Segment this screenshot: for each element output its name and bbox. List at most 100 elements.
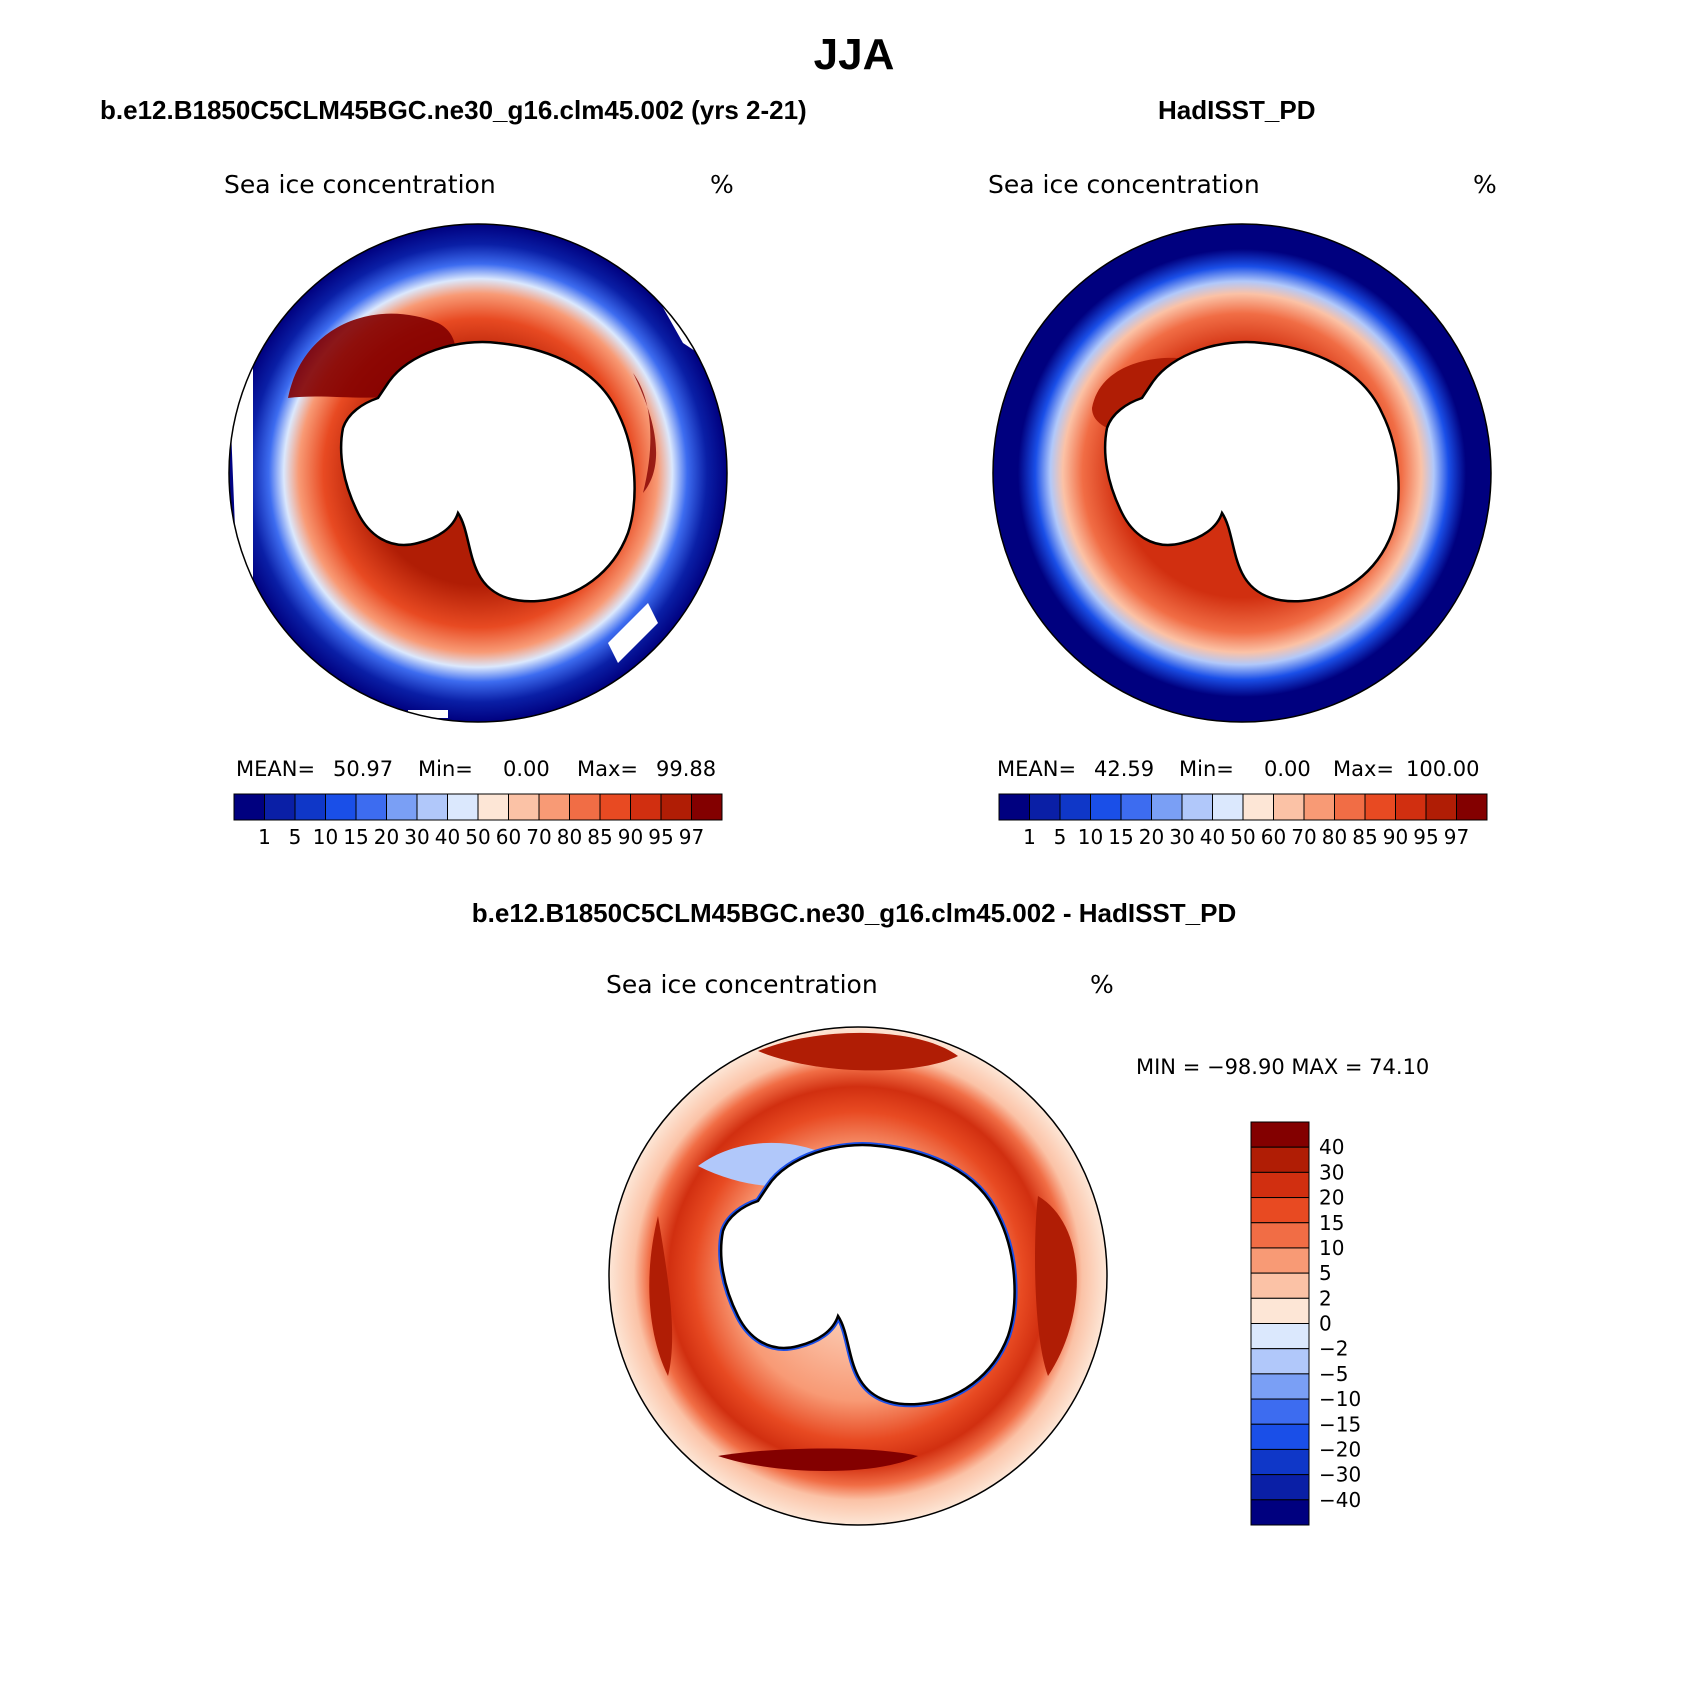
model-colorbar-swatch-8 xyxy=(477,793,509,821)
diff-colorbar-swatch-15 xyxy=(1250,1499,1310,1526)
diff-colorbar-swatch-4 xyxy=(1250,1222,1310,1249)
obs-colorbar-tick-label: 30 xyxy=(1169,825,1194,849)
obs-colorbar-tick-label: 15 xyxy=(1108,825,1133,849)
model-colorbar-tick-label: 90 xyxy=(618,825,643,849)
model-colorbar-swatch-4 xyxy=(355,793,387,821)
diff-colorbar-tick-label: 10 xyxy=(1319,1236,1344,1260)
diff-colorbar-tick-label: 30 xyxy=(1319,1160,1344,1184)
diff-colorbar-tick-label: −5 xyxy=(1319,1362,1348,1386)
obs-units: % xyxy=(1473,170,1497,199)
diff-units: % xyxy=(1090,970,1114,999)
obs-colorbar-tick-label: 70 xyxy=(1291,825,1316,849)
diff-colorbar-tick-label: −30 xyxy=(1319,1463,1361,1487)
model-colorbar-tick-label: 10 xyxy=(313,825,338,849)
obs-colorbar-swatch-10 xyxy=(1303,793,1335,821)
model-max-label: Max= xyxy=(577,757,638,781)
diff-colorbar-tick-label: 20 xyxy=(1319,1186,1344,1210)
model-case-title: b.e12.B1850C5CLM45BGC.ne30_g16.clm45.002… xyxy=(100,95,807,125)
model-colorbar-swatch-11 xyxy=(569,793,601,821)
obs-colorbar-tick-label: 85 xyxy=(1352,825,1377,849)
model-min-label: Min= xyxy=(418,757,473,781)
diff-colorbar-tick-label: 15 xyxy=(1319,1211,1344,1235)
diff-colorbar-tick-label: −15 xyxy=(1319,1412,1361,1436)
model-colorbar-tick-label: 97 xyxy=(679,825,704,849)
model-colorbar-swatch-2 xyxy=(294,793,326,821)
diff-colorbar-swatch-2 xyxy=(1250,1171,1310,1199)
model-units: % xyxy=(710,170,734,199)
model-colorbar-swatch-14 xyxy=(660,793,692,821)
obs-colorbar-tick-label: 60 xyxy=(1261,825,1286,849)
diff-colorbar-tick-label: 2 xyxy=(1319,1286,1332,1310)
model-panel: Sea ice concentration % MEAN= 50.97 Min=… xyxy=(224,170,734,849)
diff-colorbar-swatch-10 xyxy=(1250,1373,1310,1400)
diff-colorbar-tick-label: −10 xyxy=(1319,1387,1361,1411)
obs-colorbar-tick-label: 1 xyxy=(1023,825,1036,849)
model-colorbar-tick-label: 60 xyxy=(496,825,521,849)
model-colorbar-tick-label: 70 xyxy=(526,825,551,849)
obs-colorbar-tick-label: 90 xyxy=(1383,825,1408,849)
obs-colorbar-swatch-12 xyxy=(1364,793,1396,821)
obs-min-label: Min= xyxy=(1179,757,1234,781)
model-max-value: 99.88 xyxy=(656,757,716,781)
diff-colorbar-swatch-7 xyxy=(1250,1297,1310,1324)
obs-colorbar-swatch-4 xyxy=(1120,793,1152,821)
model-colorbar-swatch-9 xyxy=(508,793,540,821)
model-colorbar-swatch-13 xyxy=(630,793,662,821)
obs-colorbar-tick-label: 20 xyxy=(1139,825,1164,849)
model-min-value: 0.00 xyxy=(503,757,550,781)
obs-colorbar-tick-label: 5 xyxy=(1054,825,1067,849)
obs-panel: Sea ice concentration % MEAN= 42.59 Min=… xyxy=(988,170,1497,849)
obs-colorbar-swatch-3 xyxy=(1090,793,1122,821)
obs-colorbar-swatch-1 xyxy=(1029,793,1061,821)
diff-colorbar-tick-label: 40 xyxy=(1319,1135,1344,1159)
obs-case-title: HadISST_PD xyxy=(1158,95,1316,125)
diff-var-label: Sea ice concentration xyxy=(606,970,878,999)
model-colorbar-tick-label: 95 xyxy=(648,825,673,849)
obs-colorbar-tick-label: 80 xyxy=(1322,825,1347,849)
obs-colorbar-tick-label: 50 xyxy=(1230,825,1255,849)
diff-colorbar-swatch-5 xyxy=(1250,1247,1310,1274)
model-colorbar-swatch-1 xyxy=(264,793,296,821)
diff-polar-map xyxy=(608,1026,1108,1526)
obs-colorbar-swatch-2 xyxy=(1059,793,1091,821)
diff-min-max: MIN = −98.90 MAX = 74.10 xyxy=(1136,1055,1429,1079)
obs-colorbar-swatch-0 xyxy=(998,793,1030,821)
model-colorbar-tick-label: 50 xyxy=(465,825,490,849)
obs-colorbar-tick-label: 40 xyxy=(1200,825,1225,849)
model-mean-label: MEAN= xyxy=(236,757,315,781)
diff-colorbar-swatch-8 xyxy=(1250,1323,1310,1350)
page-title: JJA xyxy=(813,30,895,79)
obs-min-value: 0.00 xyxy=(1264,757,1311,781)
obs-colorbar-swatch-15 xyxy=(1456,793,1488,821)
model-colorbar-tick-label: 40 xyxy=(435,825,460,849)
diff-colorbar-tick-label: 5 xyxy=(1319,1261,1332,1285)
diff-colorbar-swatch-3 xyxy=(1250,1197,1310,1224)
diff-colorbar-tick-label: 0 xyxy=(1319,1312,1332,1336)
obs-colorbar-swatch-6 xyxy=(1181,793,1213,821)
obs-colorbar-tick-label: 10 xyxy=(1078,825,1103,849)
model-colorbar-tick-label: 80 xyxy=(557,825,582,849)
obs-colorbar-swatch-8 xyxy=(1242,793,1274,821)
model-colorbar-tick-label: 30 xyxy=(404,825,429,849)
model-colorbar-tick-label: 5 xyxy=(289,825,302,849)
diff-colorbar-tick-label: −2 xyxy=(1319,1337,1348,1361)
obs-colorbar-swatch-11 xyxy=(1334,793,1366,821)
obs-colorbar-swatch-9 xyxy=(1273,793,1305,821)
obs-mean-value: 42.59 xyxy=(1094,757,1154,781)
diff-colorbar-swatch-1 xyxy=(1250,1146,1310,1173)
obs-colorbar-swatch-5 xyxy=(1151,793,1183,821)
model-colorbar-swatch-15 xyxy=(691,793,723,821)
diff-case-title: b.e12.B1850C5CLM45BGC.ne30_g16.clm45.002… xyxy=(471,898,1237,928)
model-colorbar-swatch-3 xyxy=(325,793,357,821)
model-colorbar-swatch-0 xyxy=(233,793,265,821)
diff-colorbar-swatch-0 xyxy=(1250,1121,1310,1148)
model-colorbar-swatch-6 xyxy=(416,793,448,821)
model-colorbar: 1 5 10 15 20 30 40 50 60 70 80 85 90 95 97 xyxy=(233,793,723,849)
diff-colorbar-swatch-13 xyxy=(1250,1448,1310,1476)
diff-colorbar-tick-label: −20 xyxy=(1319,1437,1361,1461)
model-colorbar-swatch-5 xyxy=(386,793,418,821)
diff-colorbar-swatch-11 xyxy=(1250,1398,1310,1425)
diff-colorbar-swatch-14 xyxy=(1250,1474,1310,1501)
